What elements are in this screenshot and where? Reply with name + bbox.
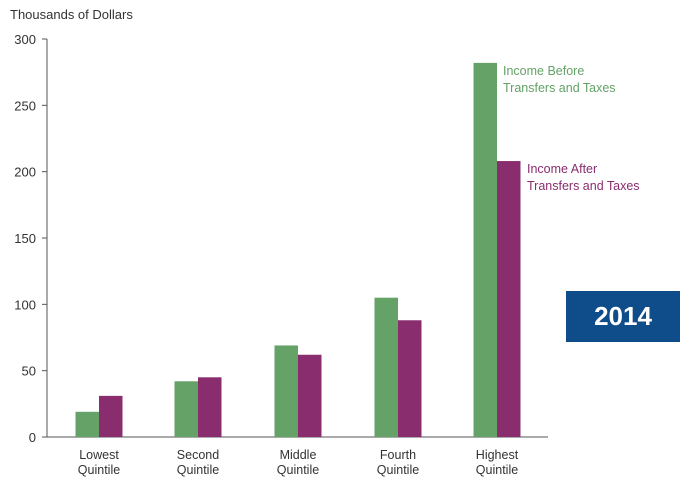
y-tick-label: 250	[14, 98, 36, 113]
bar-income-before	[374, 297, 398, 437]
category-label: Quintile	[277, 463, 319, 477]
y-tick-label: 200	[14, 165, 36, 180]
series-label-income-before: Transfers and Taxes	[503, 81, 616, 95]
category-label: Quintile	[476, 463, 518, 477]
series-label-income-after: Income After	[527, 162, 597, 176]
y-axis: 0 50 100 150 200 250 300	[14, 32, 48, 445]
category-label: Middle	[280, 448, 317, 462]
bar-income-before	[274, 345, 298, 437]
y-axis-unit-label: Thousands of Dollars	[10, 7, 133, 22]
y-tick-label: 0	[29, 430, 36, 445]
series-label-income-before: Income Before	[503, 64, 584, 78]
bar-income-after	[198, 377, 222, 437]
category-label: Quintile	[377, 463, 419, 477]
year-badge: 2014	[566, 291, 680, 342]
category-labels: LowestQuintileSecondQuintileMiddleQuinti…	[78, 448, 519, 477]
y-tick-label: 300	[14, 32, 36, 47]
bar-income-before	[75, 411, 99, 437]
bar-income-before	[473, 62, 497, 437]
bars	[75, 62, 521, 437]
y-tick-label: 100	[14, 297, 36, 312]
y-tick-label: 150	[14, 231, 36, 246]
y-tick-label: 50	[22, 364, 36, 379]
bar-income-before	[174, 381, 198, 437]
category-label: Quintile	[177, 463, 219, 477]
bar-income-after	[497, 161, 521, 437]
bar-income-after	[99, 395, 123, 437]
bar-income-after	[398, 320, 422, 437]
category-label: Fourth	[380, 448, 416, 462]
category-label: Second	[177, 448, 219, 462]
series-labels: Income Before Transfers and Taxes Income A…	[503, 64, 640, 193]
series-label-income-after: Transfers and Taxes	[527, 179, 640, 193]
category-label: Highest	[476, 448, 519, 462]
bar-income-after	[298, 354, 322, 437]
category-label: Lowest	[79, 448, 119, 462]
category-label: Quintile	[78, 463, 120, 477]
